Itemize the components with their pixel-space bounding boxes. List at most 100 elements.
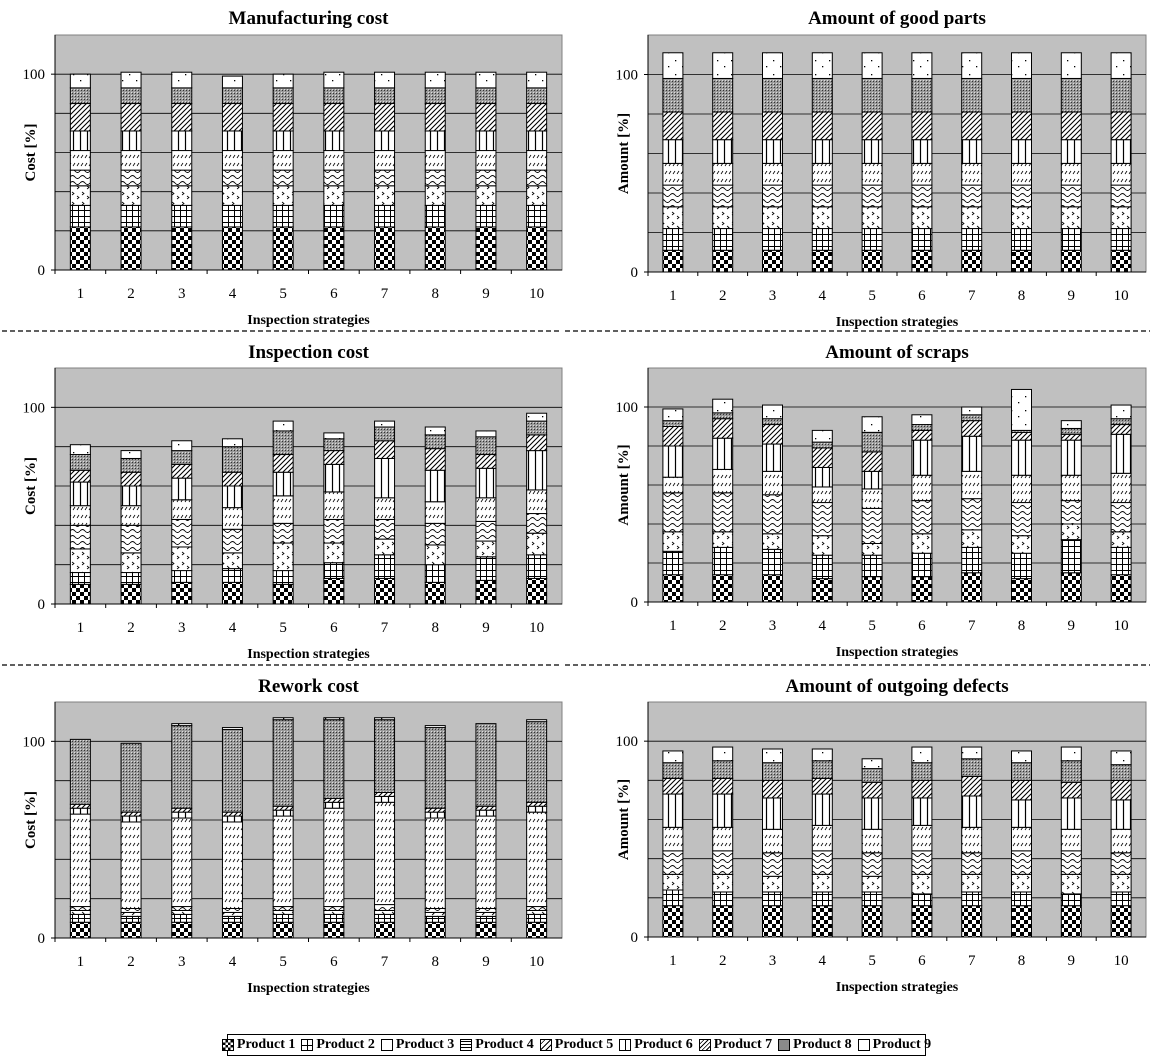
- bar-segment: [374, 426, 396, 442]
- bar-segment: [475, 226, 497, 271]
- bar-segment: [662, 850, 684, 875]
- bar-segment: [272, 454, 294, 473]
- bar-segment: [69, 807, 91, 815]
- bar-segment: [1011, 52, 1032, 79]
- bar-segment: [272, 815, 294, 908]
- bar-segment: [171, 546, 193, 572]
- bar-segment: [861, 554, 883, 578]
- bar-segment: [374, 538, 396, 556]
- bar-segment: [911, 873, 933, 895]
- bar-segment: [1060, 111, 1082, 141]
- bar-segment: [272, 909, 294, 915]
- bar-segment: [221, 581, 243, 605]
- y-tick-label: 100: [616, 400, 639, 416]
- bar-segment: [221, 921, 243, 939]
- bar-segment: [374, 719, 396, 793]
- bar-segment: [712, 793, 734, 828]
- x-tick-label: 7: [381, 954, 389, 970]
- bar-segment: [662, 228, 684, 251]
- bar-segment: [374, 87, 396, 105]
- bar-segment: [1110, 828, 1132, 854]
- bar-segment: [120, 524, 142, 554]
- bar-segment: [961, 470, 983, 500]
- chart-panel: 0 100 Inspection cost Inspection strategies…: [23, 342, 563, 662]
- legend-label: Product 1: [236, 1037, 296, 1052]
- bar-segment: [221, 438, 243, 448]
- bar-segment: [374, 717, 396, 721]
- bar-segment: [662, 762, 684, 779]
- bar-segment: [374, 103, 396, 132]
- bar-segment: [272, 226, 294, 271]
- bar-segment: [475, 87, 497, 105]
- bar-segment: [424, 522, 446, 546]
- bar-segment: [861, 828, 883, 854]
- bar-segment: [171, 499, 193, 520]
- bar-segment: [961, 498, 983, 531]
- bar-segment: [424, 448, 446, 471]
- x-tick-label: 6: [918, 618, 926, 634]
- bar-segment: [323, 562, 345, 579]
- bar-segment: [811, 162, 833, 186]
- bar-segment: [323, 71, 345, 89]
- bar-segment: [911, 779, 933, 799]
- x-tick-label: 9: [482, 286, 490, 302]
- bar-segment: [1110, 891, 1132, 907]
- x-tick-label: 3: [178, 286, 186, 302]
- bar-segment: [861, 139, 883, 164]
- x-tick-label: 9: [1068, 288, 1076, 304]
- bar-segment: [662, 249, 684, 273]
- bar-segment: [424, 103, 446, 132]
- bar-segment: [272, 73, 294, 89]
- bar-segment: [323, 491, 345, 520]
- bar-segment: [171, 204, 193, 228]
- bar-segment: [272, 913, 294, 923]
- bar-segment: [811, 578, 833, 603]
- bar-segment: [1110, 750, 1132, 766]
- bar-segment: [961, 852, 983, 875]
- bar-segment: [1060, 162, 1082, 186]
- bar-segment: [475, 911, 497, 917]
- bar-segment: [69, 906, 91, 911]
- bar-segment: [323, 130, 345, 152]
- bar-segment: [1060, 797, 1082, 830]
- bar-segment: [171, 450, 193, 465]
- bar-segment: [120, 71, 142, 89]
- bar-segment: [171, 518, 193, 548]
- bar-segment: [272, 87, 294, 105]
- bar-segment: [272, 495, 294, 524]
- legend-swatch-product-1: [221, 1039, 234, 1051]
- bar-segment: [221, 130, 243, 152]
- bar-segment: [424, 727, 446, 809]
- bar-segment: [1110, 531, 1132, 548]
- bar-segment: [961, 111, 983, 141]
- bar-segment: [712, 184, 734, 208]
- bar-segment: [120, 226, 142, 271]
- bar-segment: [1060, 420, 1082, 429]
- bar-segment: [221, 915, 243, 923]
- x-tick-label: 1: [77, 620, 85, 636]
- bar-segment: [1110, 184, 1132, 208]
- bar-segment: [323, 185, 345, 206]
- bar-segment: [424, 581, 446, 605]
- bar-segment: [712, 52, 734, 79]
- bar-segment: [1110, 228, 1132, 251]
- x-axis-label: Inspection strategies: [836, 645, 959, 660]
- bar-segment: [120, 185, 142, 206]
- bar-segment: [374, 913, 396, 923]
- bar-segment: [69, 454, 91, 471]
- bar-segment: [811, 824, 833, 852]
- x-tick-label: 10: [529, 954, 544, 970]
- bar-segment: [69, 813, 91, 908]
- bar-segment: [69, 130, 91, 152]
- bar-segment: [272, 150, 294, 171]
- bar-segment: [762, 162, 783, 186]
- bar-segment: [323, 906, 345, 911]
- bar-segment: [1060, 539, 1082, 574]
- bar-segment: [374, 169, 396, 187]
- bar-segment: [811, 502, 833, 537]
- bar-segment: [1110, 502, 1132, 533]
- y-tick-label: 0: [631, 930, 639, 946]
- bar-segment: [712, 492, 734, 533]
- bar-segment: [811, 111, 833, 141]
- x-tick-label: 9: [482, 954, 490, 970]
